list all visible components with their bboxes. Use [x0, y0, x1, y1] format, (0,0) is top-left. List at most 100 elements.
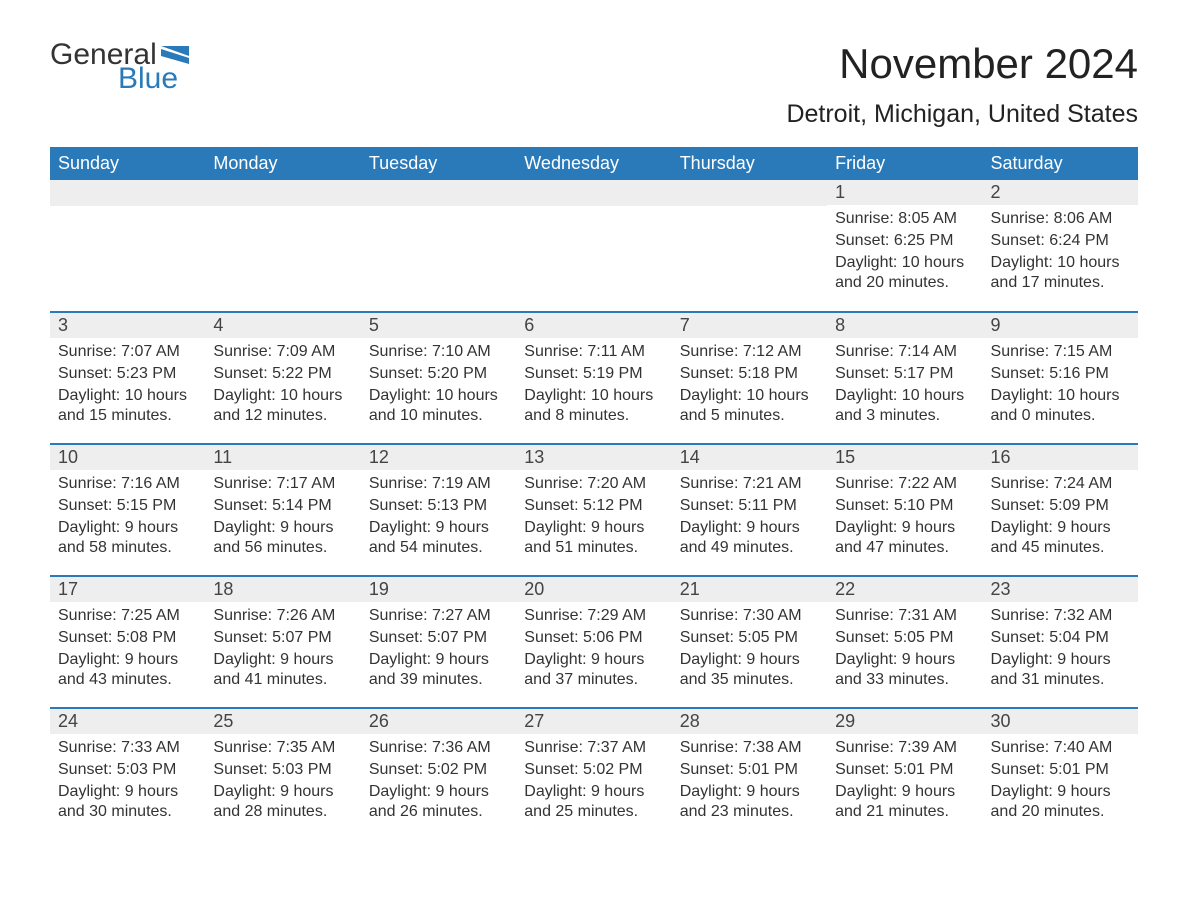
calendar-cell: 17Sunrise: 7:25 AMSunset: 5:08 PMDayligh… — [50, 576, 205, 708]
sunset-line: Sunset: 5:05 PM — [680, 628, 819, 649]
sunset-line: Sunset: 5:10 PM — [835, 496, 974, 517]
sunrise-line: Sunrise: 7:07 AM — [58, 342, 197, 363]
sunrise-line: Sunrise: 7:21 AM — [680, 474, 819, 495]
day-number: 29 — [827, 709, 982, 734]
sunrise-line: Sunrise: 7:20 AM — [524, 474, 663, 495]
calendar-cell: 9Sunrise: 7:15 AMSunset: 5:16 PMDaylight… — [983, 312, 1138, 444]
sunset-line: Sunset: 5:19 PM — [524, 364, 663, 385]
day-body: Sunrise: 8:06 AMSunset: 6:24 PMDaylight:… — [983, 205, 1138, 301]
day-number: 11 — [205, 445, 360, 470]
daylight-line: Daylight: 9 hours and 30 minutes. — [58, 782, 197, 824]
day-number: 18 — [205, 577, 360, 602]
sunset-line: Sunset: 5:08 PM — [58, 628, 197, 649]
day-number: 17 — [50, 577, 205, 602]
calendar-cell — [516, 180, 671, 312]
sunset-line: Sunset: 5:01 PM — [680, 760, 819, 781]
day-body: Sunrise: 7:27 AMSunset: 5:07 PMDaylight:… — [361, 602, 516, 698]
calendar-cell: 10Sunrise: 7:16 AMSunset: 5:15 PMDayligh… — [50, 444, 205, 576]
sunset-line: Sunset: 5:07 PM — [213, 628, 352, 649]
calendar-cell: 13Sunrise: 7:20 AMSunset: 5:12 PMDayligh… — [516, 444, 671, 576]
daylight-line: Daylight: 10 hours and 12 minutes. — [213, 386, 352, 428]
calendar-cell — [50, 180, 205, 312]
day-number: 28 — [672, 709, 827, 734]
day-body: Sunrise: 7:33 AMSunset: 5:03 PMDaylight:… — [50, 734, 205, 830]
day-number: 8 — [827, 313, 982, 338]
daylight-line: Daylight: 9 hours and 20 minutes. — [991, 782, 1130, 824]
daylight-line: Daylight: 9 hours and 25 minutes. — [524, 782, 663, 824]
calendar-cell: 1Sunrise: 8:05 AMSunset: 6:25 PMDaylight… — [827, 180, 982, 312]
daylight-line: Daylight: 10 hours and 15 minutes. — [58, 386, 197, 428]
day-body: Sunrise: 7:35 AMSunset: 5:03 PMDaylight:… — [205, 734, 360, 830]
calendar-cell: 15Sunrise: 7:22 AMSunset: 5:10 PMDayligh… — [827, 444, 982, 576]
sunrise-line: Sunrise: 7:27 AM — [369, 606, 508, 627]
calendar-cell: 12Sunrise: 7:19 AMSunset: 5:13 PMDayligh… — [361, 444, 516, 576]
weekday-header: Wednesday — [516, 147, 671, 180]
sunset-line: Sunset: 5:03 PM — [58, 760, 197, 781]
day-body: Sunrise: 7:22 AMSunset: 5:10 PMDaylight:… — [827, 470, 982, 566]
day-body: Sunrise: 8:05 AMSunset: 6:25 PMDaylight:… — [827, 205, 982, 301]
day-number: 26 — [361, 709, 516, 734]
day-number: 7 — [672, 313, 827, 338]
sunset-line: Sunset: 5:13 PM — [369, 496, 508, 517]
daylight-line: Daylight: 10 hours and 8 minutes. — [524, 386, 663, 428]
calendar-row: 24Sunrise: 7:33 AMSunset: 5:03 PMDayligh… — [50, 708, 1138, 840]
day-body: Sunrise: 7:19 AMSunset: 5:13 PMDaylight:… — [361, 470, 516, 566]
sunrise-line: Sunrise: 7:39 AM — [835, 738, 974, 759]
day-body: Sunrise: 7:15 AMSunset: 5:16 PMDaylight:… — [983, 338, 1138, 434]
day-number: 9 — [983, 313, 1138, 338]
daylight-line: Daylight: 9 hours and 39 minutes. — [369, 650, 508, 692]
calendar-cell: 11Sunrise: 7:17 AMSunset: 5:14 PMDayligh… — [205, 444, 360, 576]
sunrise-line: Sunrise: 7:22 AM — [835, 474, 974, 495]
weekday-header: Saturday — [983, 147, 1138, 180]
day-number: 16 — [983, 445, 1138, 470]
weekday-header: Tuesday — [361, 147, 516, 180]
calendar-cell: 28Sunrise: 7:38 AMSunset: 5:01 PMDayligh… — [672, 708, 827, 840]
sunrise-line: Sunrise: 7:38 AM — [680, 738, 819, 759]
sunrise-line: Sunrise: 7:12 AM — [680, 342, 819, 363]
calendar-cell: 20Sunrise: 7:29 AMSunset: 5:06 PMDayligh… — [516, 576, 671, 708]
sunrise-line: Sunrise: 7:37 AM — [524, 738, 663, 759]
calendar-cell: 7Sunrise: 7:12 AMSunset: 5:18 PMDaylight… — [672, 312, 827, 444]
sunset-line: Sunset: 5:06 PM — [524, 628, 663, 649]
day-number-empty — [205, 180, 360, 206]
calendar-cell: 16Sunrise: 7:24 AMSunset: 5:09 PMDayligh… — [983, 444, 1138, 576]
sunset-line: Sunset: 5:12 PM — [524, 496, 663, 517]
logo: General Blue — [50, 40, 189, 94]
calendar-row: 3Sunrise: 7:07 AMSunset: 5:23 PMDaylight… — [50, 312, 1138, 444]
logo-word2: Blue — [50, 64, 189, 94]
sunset-line: Sunset: 5:01 PM — [991, 760, 1130, 781]
calendar-table: SundayMondayTuesdayWednesdayThursdayFrid… — [50, 147, 1138, 840]
calendar-cell: 3Sunrise: 7:07 AMSunset: 5:23 PMDaylight… — [50, 312, 205, 444]
daylight-line: Daylight: 9 hours and 23 minutes. — [680, 782, 819, 824]
daylight-line: Daylight: 9 hours and 54 minutes. — [369, 518, 508, 560]
day-body: Sunrise: 7:37 AMSunset: 5:02 PMDaylight:… — [516, 734, 671, 830]
calendar-cell: 25Sunrise: 7:35 AMSunset: 5:03 PMDayligh… — [205, 708, 360, 840]
calendar-cell: 18Sunrise: 7:26 AMSunset: 5:07 PMDayligh… — [205, 576, 360, 708]
day-body: Sunrise: 7:38 AMSunset: 5:01 PMDaylight:… — [672, 734, 827, 830]
day-number: 6 — [516, 313, 671, 338]
sunrise-line: Sunrise: 7:32 AM — [991, 606, 1130, 627]
day-number: 10 — [50, 445, 205, 470]
sunrise-line: Sunrise: 7:19 AM — [369, 474, 508, 495]
sunrise-line: Sunrise: 7:40 AM — [991, 738, 1130, 759]
daylight-line: Daylight: 9 hours and 51 minutes. — [524, 518, 663, 560]
day-body: Sunrise: 7:32 AMSunset: 5:04 PMDaylight:… — [983, 602, 1138, 698]
day-body: Sunrise: 7:09 AMSunset: 5:22 PMDaylight:… — [205, 338, 360, 434]
sunset-line: Sunset: 5:11 PM — [680, 496, 819, 517]
day-body: Sunrise: 7:31 AMSunset: 5:05 PMDaylight:… — [827, 602, 982, 698]
sunset-line: Sunset: 5:23 PM — [58, 364, 197, 385]
day-body: Sunrise: 7:12 AMSunset: 5:18 PMDaylight:… — [672, 338, 827, 434]
weekday-header: Monday — [205, 147, 360, 180]
day-number-empty — [50, 180, 205, 206]
sunrise-line: Sunrise: 7:35 AM — [213, 738, 352, 759]
sunrise-line: Sunrise: 7:14 AM — [835, 342, 974, 363]
weekday-header: Friday — [827, 147, 982, 180]
sunset-line: Sunset: 5:15 PM — [58, 496, 197, 517]
day-number: 19 — [361, 577, 516, 602]
sunset-line: Sunset: 5:22 PM — [213, 364, 352, 385]
daylight-line: Daylight: 9 hours and 26 minutes. — [369, 782, 508, 824]
daylight-line: Daylight: 9 hours and 58 minutes. — [58, 518, 197, 560]
calendar-cell: 29Sunrise: 7:39 AMSunset: 5:01 PMDayligh… — [827, 708, 982, 840]
day-number: 25 — [205, 709, 360, 734]
calendar-cell: 24Sunrise: 7:33 AMSunset: 5:03 PMDayligh… — [50, 708, 205, 840]
